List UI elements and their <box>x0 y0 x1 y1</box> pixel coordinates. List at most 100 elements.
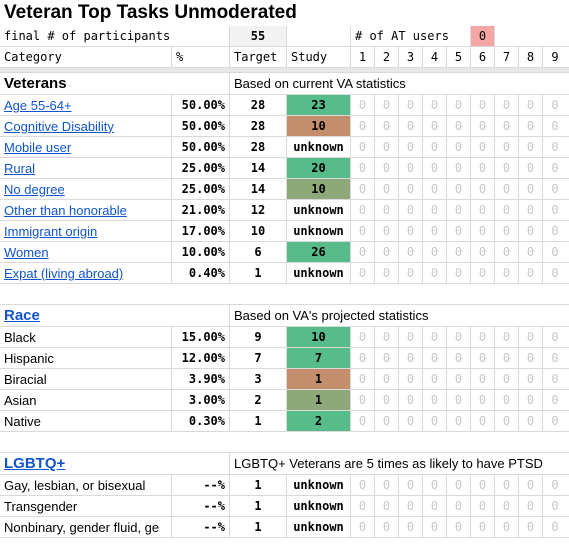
count-cell[interactable]: 0 <box>519 517 543 537</box>
category-cell[interactable]: Asian <box>0 390 172 410</box>
count-cell[interactable]: 0 <box>423 411 447 431</box>
race-section-label[interactable]: Race <box>0 305 230 326</box>
count-cell[interactable]: 0 <box>447 475 471 495</box>
header-study[interactable]: Study <box>287 47 351 67</box>
count-cell[interactable]: 0 <box>351 475 375 495</box>
count-cell[interactable]: 0 <box>519 242 543 262</box>
study-cell[interactable]: unknown <box>287 475 351 495</box>
count-cell[interactable]: 0 <box>351 369 375 389</box>
count-cell[interactable]: 0 <box>495 200 519 220</box>
study-cell[interactable]: 20 <box>287 158 351 178</box>
count-cell[interactable]: 0 <box>423 179 447 199</box>
count-cell[interactable]: 0 <box>447 200 471 220</box>
study-cell[interactable]: 1 <box>287 369 351 389</box>
count-cell[interactable]: 0 <box>351 116 375 136</box>
target-cell[interactable]: 3 <box>230 369 287 389</box>
count-cell[interactable]: 0 <box>447 179 471 199</box>
count-cell[interactable]: 0 <box>551 372 559 386</box>
count-cell[interactable]: 0 <box>495 475 519 495</box>
header-pct[interactable]: % <box>172 47 230 67</box>
count-cell[interactable]: 0 <box>375 137 399 157</box>
category-cell[interactable]: Nonbinary, gender fluid, ge <box>0 517 172 537</box>
percent-cell[interactable]: 12.00% <box>172 348 230 368</box>
count-cell[interactable]: 0 <box>423 116 447 136</box>
count-cell[interactable]: 0 <box>519 390 543 410</box>
lgbtq-section-label[interactable]: LGBTQ+ <box>0 453 230 474</box>
count-cell[interactable]: 0 <box>519 95 543 115</box>
count-cell[interactable]: 0 <box>551 119 559 133</box>
count-cell[interactable]: 0 <box>471 179 495 199</box>
count-cell[interactable]: 0 <box>519 475 543 495</box>
count-cell[interactable]: 0 <box>495 242 519 262</box>
count-cell[interactable]: 0 <box>447 411 471 431</box>
count-cell[interactable]: 0 <box>375 263 399 283</box>
count-cell[interactable]: 0 <box>447 116 471 136</box>
count-cell[interactable]: 0 <box>447 496 471 516</box>
percent-cell[interactable]: 21.00% <box>172 200 230 220</box>
count-cell[interactable]: 0 <box>519 327 543 347</box>
count-cell[interactable]: 0 <box>375 369 399 389</box>
count-cell[interactable]: 0 <box>351 95 375 115</box>
study-cell[interactable]: 23 <box>287 95 351 115</box>
count-cell[interactable]: 0 <box>471 517 495 537</box>
count-cell[interactable]: 0 <box>351 411 375 431</box>
study-cell[interactable]: 10 <box>287 116 351 136</box>
header-col-9[interactable]: 9 <box>551 50 559 64</box>
category-cell[interactable]: Transgender <box>0 496 172 516</box>
count-cell[interactable]: 0 <box>551 161 559 175</box>
target-cell[interactable]: 10 <box>230 221 287 241</box>
count-cell[interactable]: 0 <box>351 158 375 178</box>
count-cell[interactable]: 0 <box>351 242 375 262</box>
count-cell[interactable]: 0 <box>375 242 399 262</box>
count-cell[interactable]: 0 <box>375 158 399 178</box>
count-cell[interactable]: 0 <box>375 475 399 495</box>
count-cell[interactable]: 0 <box>351 179 375 199</box>
count-cell[interactable]: 0 <box>519 411 543 431</box>
count-cell[interactable]: 0 <box>471 137 495 157</box>
count-cell[interactable]: 0 <box>495 369 519 389</box>
count-cell[interactable]: 0 <box>423 369 447 389</box>
count-cell[interactable]: 0 <box>551 140 559 154</box>
count-cell[interactable]: 0 <box>471 116 495 136</box>
count-cell[interactable]: 0 <box>495 390 519 410</box>
count-cell[interactable]: 0 <box>447 517 471 537</box>
count-cell[interactable]: 0 <box>447 369 471 389</box>
count-cell[interactable]: 0 <box>375 200 399 220</box>
target-cell[interactable]: 14 <box>230 158 287 178</box>
count-cell[interactable]: 0 <box>519 369 543 389</box>
count-cell[interactable]: 0 <box>519 137 543 157</box>
count-cell[interactable]: 0 <box>399 496 423 516</box>
study-cell[interactable]: 10 <box>287 327 351 347</box>
study-cell[interactable]: 26 <box>287 242 351 262</box>
count-cell[interactable]: 0 <box>423 158 447 178</box>
count-cell[interactable]: 0 <box>519 496 543 516</box>
count-cell[interactable]: 0 <box>519 116 543 136</box>
category-cell[interactable]: Black <box>0 327 172 347</box>
percent-cell[interactable]: 0.40% <box>172 263 230 283</box>
count-cell[interactable]: 0 <box>447 158 471 178</box>
count-cell[interactable]: 0 <box>399 348 423 368</box>
count-cell[interactable]: 0 <box>471 158 495 178</box>
count-cell[interactable]: 0 <box>447 348 471 368</box>
percent-cell[interactable]: 50.00% <box>172 137 230 157</box>
count-cell[interactable]: 0 <box>375 179 399 199</box>
category-cell[interactable]: Hispanic <box>0 348 172 368</box>
count-cell[interactable]: 0 <box>399 200 423 220</box>
study-cell[interactable]: 7 <box>287 348 351 368</box>
count-cell[interactable]: 0 <box>471 390 495 410</box>
count-cell[interactable]: 0 <box>551 203 559 217</box>
target-cell[interactable]: 1 <box>230 496 287 516</box>
count-cell[interactable]: 0 <box>423 221 447 241</box>
category-cell[interactable]: Mobile user <box>0 137 172 157</box>
count-cell[interactable]: 0 <box>471 242 495 262</box>
count-cell[interactable]: 0 <box>519 221 543 241</box>
category-cell[interactable]: Gay, lesbian, or bisexual <box>0 475 172 495</box>
count-cell[interactable]: 0 <box>519 158 543 178</box>
count-cell[interactable]: 0 <box>447 137 471 157</box>
study-cell[interactable]: unknown <box>287 200 351 220</box>
count-cell[interactable]: 0 <box>447 263 471 283</box>
header-category[interactable]: Category <box>0 47 172 67</box>
count-cell[interactable]: 0 <box>399 158 423 178</box>
header-col-3[interactable]: 3 <box>399 47 423 67</box>
category-cell[interactable]: Immigrant origin <box>0 221 172 241</box>
